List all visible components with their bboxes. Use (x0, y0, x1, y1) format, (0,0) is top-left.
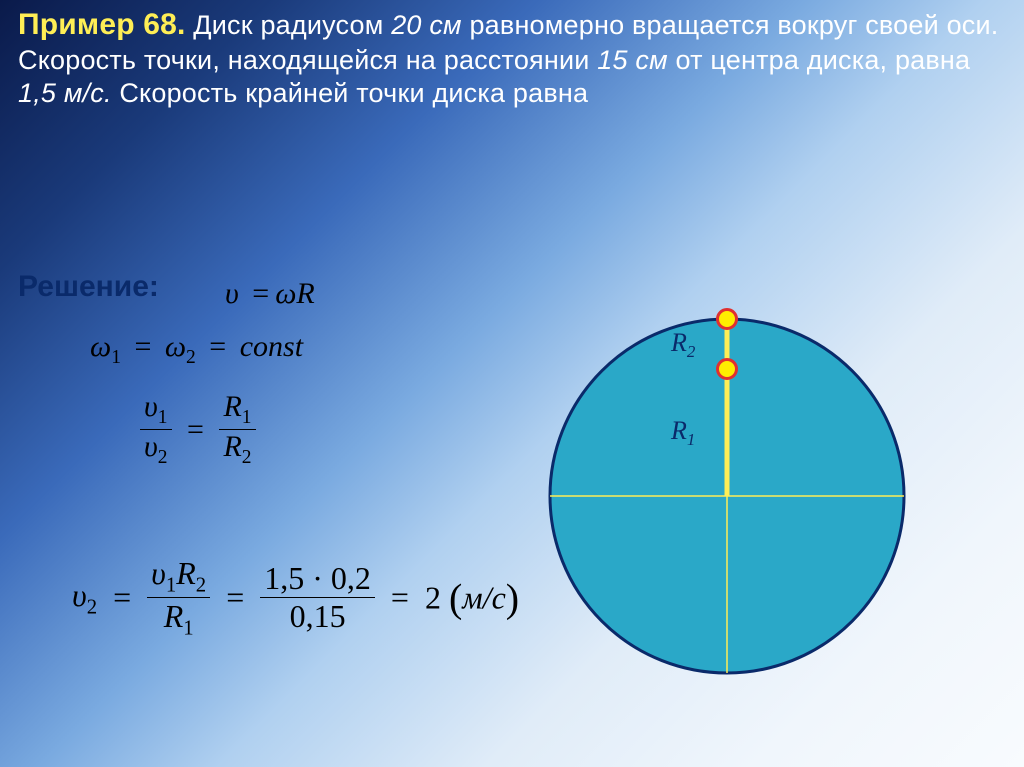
eq3-frac-right: R1 R2 (219, 390, 255, 469)
problem-statement: Пример 68. Диск радиусом 20 см равномерн… (0, 0, 1024, 111)
point-r1 (716, 358, 738, 380)
eq4-frac2: 1,5 · 0,2 0,15 (260, 560, 375, 635)
eq4-result-unit: м/с (462, 579, 506, 615)
eq2-w1: ω (90, 330, 111, 363)
eq4-paren-close: ) (506, 575, 519, 620)
eq2-w2: ω (165, 330, 186, 363)
equation-2: ω1 = ω2 = const (90, 330, 303, 369)
eq4-frac1: υ1R2 R1 (147, 555, 210, 641)
eq1-omega: ω (275, 277, 296, 310)
eq4-result-val: 2 (425, 579, 441, 615)
eq1-R: R (296, 277, 314, 310)
eq2-eq1: = (128, 330, 157, 363)
disk-diagram (527, 296, 927, 696)
problem-value-3: 1,5 м/с. (18, 78, 112, 108)
solution-label: Решение: (18, 270, 159, 304)
example-number: Пример 68. (18, 8, 186, 41)
eq1-eq: = (246, 277, 275, 310)
eq2-s1: 1 (111, 347, 121, 368)
label-r2: R2 (671, 328, 695, 362)
eq3-eq: = (179, 413, 212, 446)
equation-4: υ2 = υ1R2 R1 = 1,5 · 0,2 0,15 = 2 (м/с) (72, 555, 519, 641)
problem-text-4: Скорость крайней точки диска равна (112, 78, 589, 108)
problem-text-1: Диск радиусом (193, 10, 391, 40)
eq3-frac-left: υ1 υ2 (140, 390, 172, 469)
equation-3: υ1 υ2 = R1 R2 (140, 390, 256, 469)
eq1-lhs: υ (225, 277, 239, 310)
problem-value-2: 15 см (597, 45, 668, 75)
problem-text-3: от центра диска, равна (668, 45, 970, 75)
slide: Пример 68. Диск радиусом 20 см равномерн… (0, 0, 1024, 767)
point-r2 (716, 308, 738, 330)
equation-1: υ =ωR (225, 277, 315, 311)
label-r1: R1 (671, 416, 695, 450)
eq4-paren-open: ( (449, 575, 462, 620)
eq2-s2: 2 (186, 347, 196, 368)
eq2-const: const (240, 330, 303, 363)
eq2-eq2: = (203, 330, 232, 363)
problem-value-1: 20 см (391, 10, 462, 40)
